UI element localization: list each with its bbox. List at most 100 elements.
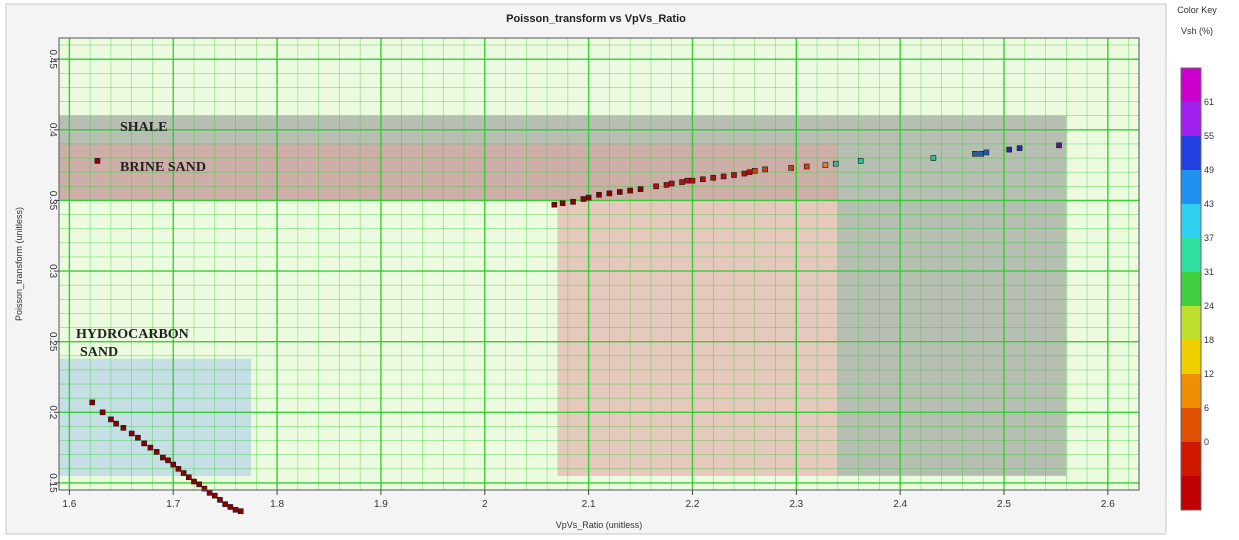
data-point bbox=[222, 501, 228, 507]
data-point bbox=[141, 440, 147, 447]
color-key-label: 61 bbox=[1204, 97, 1214, 107]
y-tick-label: 0.25 bbox=[47, 332, 58, 352]
data-point bbox=[803, 163, 810, 170]
color-key-label: 12 bbox=[1204, 369, 1214, 379]
data-point bbox=[731, 172, 737, 178]
color-key-band bbox=[1181, 306, 1201, 341]
color-key-band bbox=[1181, 476, 1201, 511]
color-key-labels: 61 55 49 43 37 31 24 18 12 6 0 bbox=[1204, 97, 1214, 447]
data-point bbox=[762, 166, 768, 173]
color-key-band bbox=[1181, 102, 1201, 137]
data-point bbox=[857, 158, 864, 164]
y-tick-label: 0.15 bbox=[47, 473, 58, 493]
zone-label-hydrocarbon: HYDROCARBON bbox=[76, 327, 189, 342]
data-point bbox=[128, 430, 135, 437]
color-key-label: 31 bbox=[1204, 267, 1214, 277]
color-key: Color Key Vsh (%) 61 55 49 43 37 31 24 18 12 6 0 bbox=[1177, 5, 1217, 511]
y-tick-label: 0.4 bbox=[47, 123, 58, 137]
zone-1 bbox=[557, 143, 838, 476]
data-point bbox=[663, 182, 670, 188]
plot-border bbox=[58, 37, 1140, 491]
points-layer bbox=[89, 142, 1062, 514]
color-key-band bbox=[1181, 340, 1201, 375]
data-point bbox=[570, 199, 576, 205]
data-point bbox=[1006, 146, 1012, 153]
data-point bbox=[983, 149, 990, 156]
color-key-band bbox=[1181, 170, 1201, 205]
data-point bbox=[147, 444, 154, 451]
data-point bbox=[108, 416, 114, 423]
x-tick-label: 1.9 bbox=[374, 499, 388, 510]
data-point bbox=[206, 490, 213, 496]
color-key-label: 6 bbox=[1204, 403, 1209, 413]
color-key-band bbox=[1181, 136, 1201, 171]
data-point bbox=[170, 461, 177, 468]
data-point bbox=[751, 167, 758, 174]
data-point bbox=[606, 190, 613, 197]
data-point bbox=[232, 506, 239, 513]
zone-labels-layer: SHALE BRINE SAND HYDROCARBON SAND bbox=[76, 120, 206, 360]
color-key-label: 49 bbox=[1204, 165, 1214, 175]
color-key-label: 18 bbox=[1204, 335, 1214, 345]
y-tick-label: 0.2 bbox=[47, 405, 58, 419]
data-point bbox=[788, 165, 794, 171]
y-tick-label: 0.45 bbox=[47, 49, 58, 69]
color-key-band bbox=[1181, 68, 1201, 103]
data-point bbox=[585, 194, 592, 201]
data-point bbox=[684, 177, 691, 184]
y-tick-label: 0.3 bbox=[47, 264, 58, 278]
color-key-label: 37 bbox=[1204, 233, 1214, 243]
data-point bbox=[972, 151, 978, 157]
color-key-band bbox=[1181, 272, 1201, 307]
data-point bbox=[120, 425, 127, 431]
color-key-label: 43 bbox=[1204, 199, 1214, 209]
color-key-label: 55 bbox=[1204, 131, 1214, 141]
data-point bbox=[689, 177, 696, 184]
data-point bbox=[710, 175, 717, 181]
x-tick-label: 2.6 bbox=[1101, 499, 1115, 510]
data-point bbox=[175, 466, 182, 472]
zone-3 bbox=[837, 200, 1067, 476]
data-point bbox=[616, 189, 623, 195]
data-point bbox=[113, 420, 119, 427]
color-key-title: Color Key bbox=[1177, 5, 1217, 15]
x-tick-label: 2 bbox=[482, 499, 488, 510]
data-point bbox=[822, 162, 829, 168]
data-point bbox=[551, 201, 558, 208]
data-point bbox=[99, 409, 106, 416]
data-point bbox=[237, 508, 244, 514]
data-point bbox=[700, 176, 706, 183]
data-point bbox=[679, 179, 685, 185]
x-axis-ticks: 1.6 1.7 1.8 1.9 2 2.1 2.2 2.3 2.4 2.5 2.6 bbox=[62, 490, 1115, 510]
data-point bbox=[94, 158, 101, 164]
data-point bbox=[191, 478, 197, 485]
data-point bbox=[637, 186, 644, 192]
data-point bbox=[1016, 145, 1023, 151]
data-point bbox=[741, 170, 748, 177]
data-point bbox=[180, 470, 187, 476]
data-point bbox=[196, 481, 202, 488]
color-key-subtitle: Vsh (%) bbox=[1181, 26, 1213, 36]
data-point bbox=[89, 399, 96, 406]
data-point bbox=[135, 434, 141, 441]
x-tick-label: 2.1 bbox=[582, 499, 596, 510]
color-key-band bbox=[1181, 374, 1201, 409]
data-point bbox=[596, 191, 602, 198]
color-key-band bbox=[1181, 442, 1201, 477]
zone-label-sand: SAND bbox=[80, 345, 118, 360]
y-axis-label: Poisson_transform (unitless) bbox=[14, 207, 24, 321]
color-key-band bbox=[1181, 408, 1201, 443]
data-point bbox=[1056, 142, 1062, 149]
data-point bbox=[668, 180, 675, 187]
data-point bbox=[201, 485, 208, 492]
data-point bbox=[832, 160, 839, 167]
data-point bbox=[930, 155, 937, 161]
data-point bbox=[165, 457, 171, 464]
x-tick-label: 1.6 bbox=[62, 499, 76, 510]
data-point bbox=[559, 200, 566, 207]
data-point bbox=[211, 492, 218, 499]
data-point bbox=[746, 169, 753, 175]
grid-layer bbox=[59, 38, 1139, 490]
data-point bbox=[720, 173, 727, 180]
data-point bbox=[627, 187, 633, 194]
